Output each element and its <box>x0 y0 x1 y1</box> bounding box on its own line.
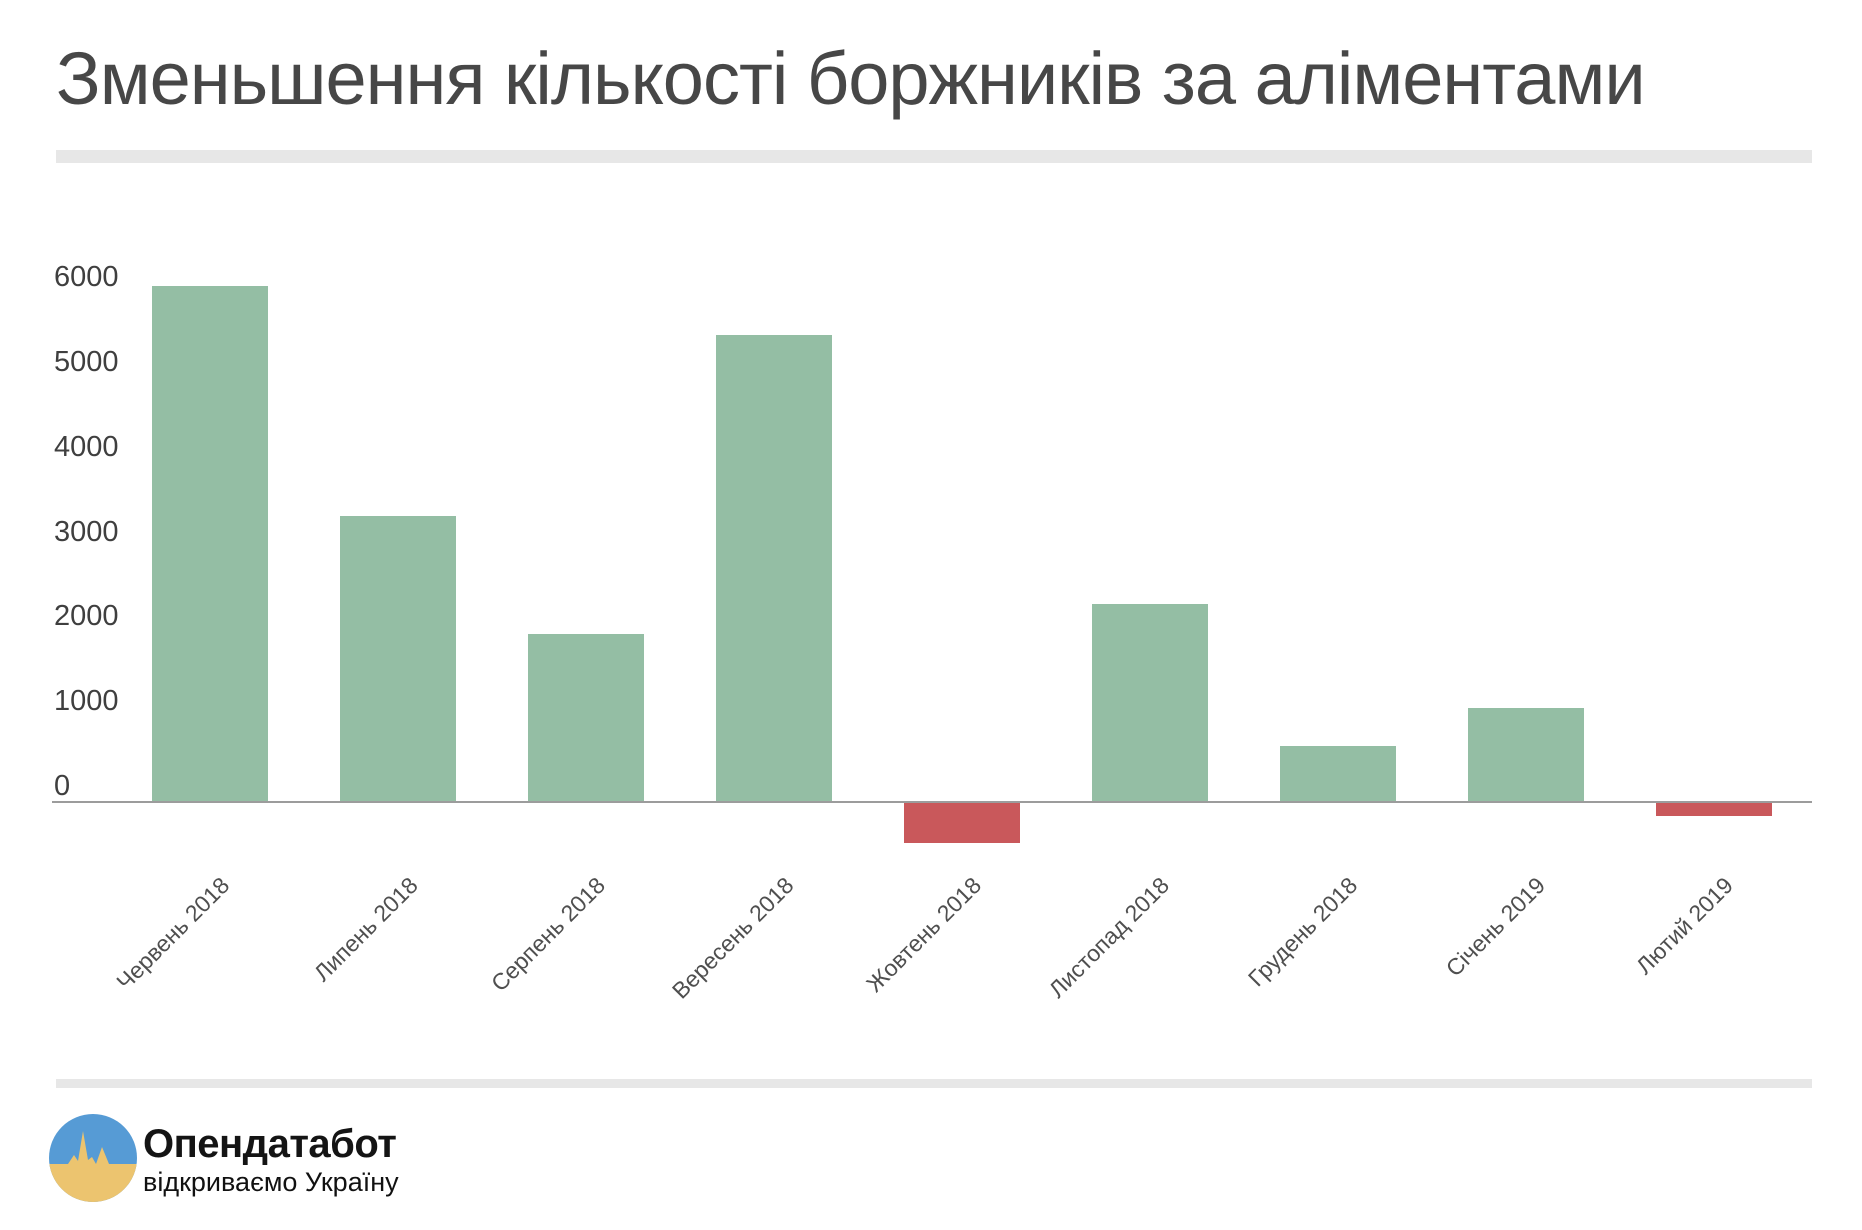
opendatabot-logo-icon <box>49 1114 137 1202</box>
y-axis-tick-label: 6000 <box>54 261 119 294</box>
x-axis-label: Грудень 2018 <box>1242 872 1363 992</box>
chart-bar <box>528 633 644 801</box>
logo-title: Опендатабот <box>143 1122 397 1166</box>
chart-bar <box>904 803 1020 843</box>
chart-bar <box>340 516 456 801</box>
y-axis-tick-label: 4000 <box>54 430 119 463</box>
y-axis-tick-label: 1000 <box>54 685 119 718</box>
y-axis-tick-label: 5000 <box>54 346 119 378</box>
x-axis-label: Червень 2018 <box>111 872 235 995</box>
chart-bar <box>1656 803 1772 816</box>
x-axis-label: Вересень 2018 <box>666 872 799 1004</box>
x-axis-label: Листопад 2018 <box>1043 872 1175 1003</box>
x-axis-label: Лютий 2019 <box>1631 872 1739 980</box>
x-axis-label: Січень 2019 <box>1440 872 1551 982</box>
logo-ground <box>49 1131 137 1202</box>
y-axis-tick-label: 2000 <box>54 600 119 633</box>
x-axis-label: Серпень 2018 <box>486 872 611 997</box>
chart-bar <box>152 286 268 801</box>
chart-bar <box>716 334 832 801</box>
chart-title: Зменьшення кількості боржників за алімен… <box>56 37 1646 120</box>
x-axis-label: Жовтень 2018 <box>861 872 987 998</box>
title-divider <box>56 150 1812 163</box>
chart-bar <box>1280 745 1396 801</box>
x-axis-baseline <box>52 801 1812 803</box>
y-axis-tick-label: 0 <box>54 770 71 802</box>
x-axis-label: Липень 2018 <box>308 872 423 987</box>
logo-text-block: Опендатабот відкриваємо Україну <box>143 1122 399 1198</box>
chart-bar <box>1092 604 1208 801</box>
logo-subtitle: відкриваємо Україну <box>143 1167 399 1197</box>
y-axis-tick-label: 3000 <box>54 515 119 548</box>
chart-bar <box>1468 707 1584 801</box>
footer-divider <box>56 1079 1812 1088</box>
